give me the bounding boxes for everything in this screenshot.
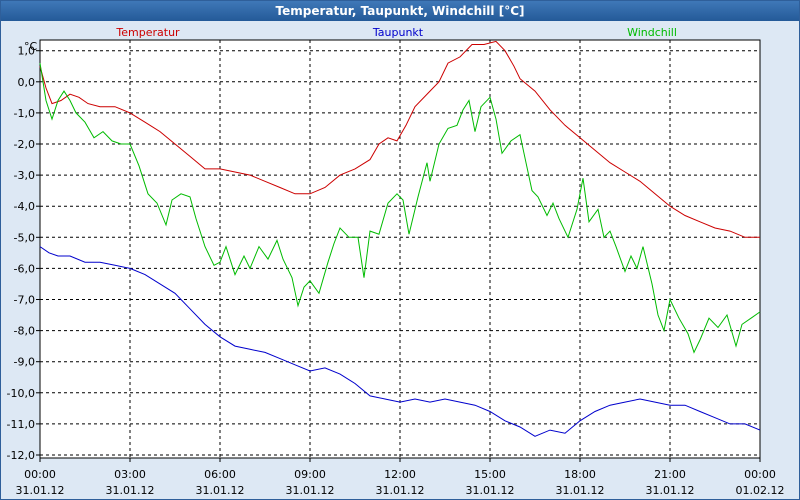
x-tick-time: 06:00 [204,468,236,481]
series-line-taupunkt [39,246,761,437]
x-tick-date: 31.01.12 [376,484,425,497]
legend-windchill: Windchill [627,26,677,39]
x-tick-time: 00:00 [744,468,776,481]
x-tick-time: 03:00 [114,468,146,481]
y-tick-label: -9,0 [14,356,35,369]
y-tick-label: -3,0 [14,169,35,182]
y-tick-label: -5,0 [14,231,35,244]
y-tick-label: -11,0 [7,418,35,431]
x-tick-date: 31.01.12 [556,484,605,497]
x-tick-date: 31.01.12 [16,484,65,497]
y-tick-label: -1,0 [14,107,35,120]
y-tick-label: -2,0 [14,138,35,151]
x-tick-date: 31.01.12 [646,484,695,497]
y-tick-label: -10,0 [7,387,35,400]
x-tick-time: 15:00 [474,468,506,481]
x-tick-date: 31.01.12 [196,484,245,497]
y-tick-label: -8,0 [14,325,35,338]
y-axis-unit-label: °C [24,40,38,53]
series-line-windchill [39,63,761,354]
x-tick-time: 12:00 [384,468,416,481]
x-tick-time: 00:00 [24,468,56,481]
series-lines [39,40,761,437]
x-tick-time: 21:00 [654,468,686,481]
x-tick-date: 31.01.12 [106,484,155,497]
y-tick-label: -4,0 [14,200,35,213]
grid-lines [40,40,760,458]
chart-title: Temperatur, Taupunkt, Windchill [°C] [1,1,799,21]
legend-temperatur: Temperatur [115,26,180,39]
legend-taupunkt: Taupunkt [372,26,424,39]
x-tick-time: 09:00 [294,468,326,481]
x-tick-date: 31.01.12 [466,484,515,497]
x-tick-date: 01.02.12 [736,484,785,497]
y-tick-label: -7,0 [14,294,35,307]
y-tick-label: 0,0 [18,76,36,89]
y-tick-label: -6,0 [14,262,35,275]
x-tick-date: 31.01.12 [286,484,335,497]
series-line-temperatur [39,40,760,238]
x-axis-ticks: 00:00 31.01.12 03:00 31.01.12 06:00 31.01.12 0… [16,458,785,497]
y-tick-label: -12,0 [7,449,35,462]
x-tick-time: 18:00 [564,468,596,481]
y-tick-label: 1,0 [18,45,36,58]
y-axis-ticks: 1,0 0,0 -1,0 -2,0 -3,0 -4,0 -5,0 -6,0 -7,0 -8,0 -9… [7,45,40,462]
